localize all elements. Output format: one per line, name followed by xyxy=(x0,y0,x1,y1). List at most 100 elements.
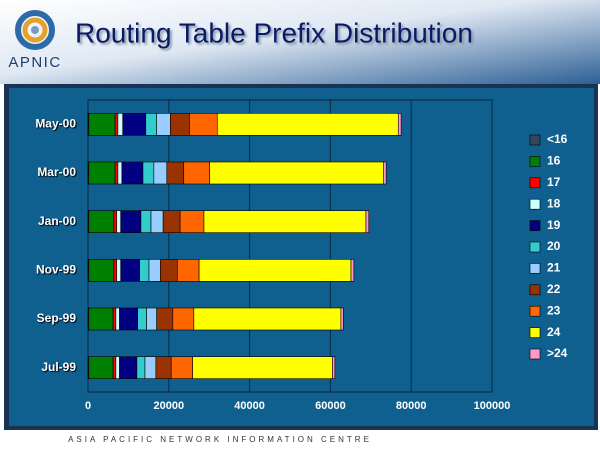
legend-swatch xyxy=(529,134,541,146)
bar-segment xyxy=(136,356,146,379)
footer: ASIA PACIFIC NETWORK INFORMATION CENTRE xyxy=(68,435,372,444)
bar-segment xyxy=(153,161,168,185)
legend-label: 20 xyxy=(547,239,561,253)
bar-segment xyxy=(122,113,147,136)
bar-segment xyxy=(203,210,367,233)
legend-label: 22 xyxy=(547,282,561,296)
bar-segment xyxy=(114,161,119,185)
x-tick-label: 20000 xyxy=(154,400,185,412)
legend-swatch xyxy=(529,220,541,231)
bar-segment xyxy=(113,210,117,233)
plot-area xyxy=(87,99,493,393)
bar-segment xyxy=(117,161,123,185)
bar-segment xyxy=(116,259,122,282)
bar-segment xyxy=(155,356,172,379)
bar-segment xyxy=(162,210,181,233)
legend-label: <16 xyxy=(547,132,568,146)
legend-label: 17 xyxy=(547,175,561,189)
legend-label: >24 xyxy=(547,346,568,360)
bar-segment xyxy=(88,161,116,185)
legend-label: 16 xyxy=(547,154,561,168)
bar-segment xyxy=(193,307,342,331)
bar-segment xyxy=(332,356,336,379)
x-tick-label: 0 xyxy=(85,400,91,412)
y-tick-label: May-00 xyxy=(35,117,76,131)
bar-segment xyxy=(115,356,120,379)
y-tick-label: Mar-00 xyxy=(37,165,76,179)
bar-segment xyxy=(350,259,355,282)
bar-segment xyxy=(166,161,185,185)
bar-segment xyxy=(116,210,122,233)
bar-segment xyxy=(140,210,152,233)
bar-segment xyxy=(88,113,116,136)
bar-segment xyxy=(146,307,157,331)
bar-segment xyxy=(88,259,115,282)
bar-segment xyxy=(112,356,117,379)
legend-label: 24 xyxy=(547,325,561,339)
bar-segment xyxy=(170,356,193,379)
bar-segment xyxy=(120,259,141,282)
x-tick-label: 80000 xyxy=(396,400,427,412)
bar-segment xyxy=(179,210,205,233)
legend-swatch xyxy=(529,284,541,296)
x-tick-label: 60000 xyxy=(315,400,346,412)
legend-swatch xyxy=(529,327,541,338)
bar-segment xyxy=(119,356,138,379)
bar-segment xyxy=(198,259,352,282)
y-tick-label: Jan-00 xyxy=(38,214,76,228)
legend-swatch xyxy=(529,198,541,210)
legend-label: 18 xyxy=(547,196,561,210)
y-tick-label: Nov-99 xyxy=(36,263,76,277)
bar-segment xyxy=(170,113,190,136)
legend-swatch xyxy=(529,177,541,189)
bar-segment xyxy=(145,113,157,136)
legend-swatch xyxy=(529,241,541,253)
legend-swatch xyxy=(529,156,541,167)
bar-segment xyxy=(113,259,117,282)
bar-segment xyxy=(88,307,114,331)
bar-segment xyxy=(192,356,333,379)
bar-segment xyxy=(150,210,164,233)
bar-segment xyxy=(148,259,161,282)
y-tick-label: Jul-99 xyxy=(41,360,76,374)
slide-title: Routing Table Prefix Distribution xyxy=(75,17,473,48)
bar-segment xyxy=(365,210,370,233)
bar-segment xyxy=(120,210,142,233)
bar-segment xyxy=(119,307,138,331)
bar-segment xyxy=(176,259,200,282)
bar-segment xyxy=(88,210,115,233)
bar-segment xyxy=(397,113,402,136)
legend-swatch xyxy=(529,348,541,360)
legend-swatch xyxy=(529,263,541,274)
bar-segment xyxy=(115,307,120,331)
x-tick-label: 40000 xyxy=(234,400,265,412)
bar-segment xyxy=(142,161,155,185)
bar-segment xyxy=(156,113,171,136)
bar-segment xyxy=(340,307,344,331)
legend-swatch xyxy=(529,305,541,317)
bar-segment xyxy=(121,161,144,185)
logo xyxy=(15,10,55,50)
bar-segment xyxy=(383,161,387,185)
bar-segment xyxy=(144,356,157,379)
x-tick-label: 100000 xyxy=(474,400,511,412)
bar-segment xyxy=(88,356,114,379)
bar-segment xyxy=(209,161,384,185)
header-band xyxy=(0,0,600,84)
bar-segment xyxy=(139,259,150,282)
y-tick-label: Sep-99 xyxy=(37,311,77,325)
bar-segment xyxy=(114,113,119,136)
legend-label: 19 xyxy=(547,218,561,232)
legend-label: 21 xyxy=(547,261,561,275)
legend-label: 23 xyxy=(547,303,561,317)
bar-segment xyxy=(137,307,147,331)
bar-segment xyxy=(117,113,124,136)
bar-segment xyxy=(216,113,399,136)
bar-segment xyxy=(156,307,174,331)
bar-segment xyxy=(183,161,210,185)
bar-segment xyxy=(160,259,178,282)
bar-segment xyxy=(172,307,195,331)
logo-text: APNIC xyxy=(8,54,61,71)
bar-segment xyxy=(112,307,117,331)
